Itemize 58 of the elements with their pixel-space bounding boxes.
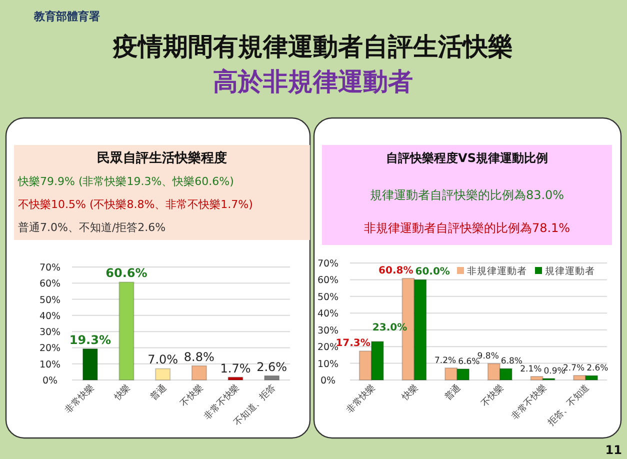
data-label: 2.1% [520, 364, 542, 374]
x-tick-label: 非常快樂 [344, 382, 378, 416]
y-tick-label: 40% [39, 310, 61, 322]
y-tick-label: 10% [39, 359, 61, 370]
data-label: 0.9% [544, 366, 566, 376]
data-label: 60.6% [106, 266, 148, 280]
data-label: 7.0% [148, 352, 178, 367]
data-label: 60.0% [415, 266, 450, 278]
legend-label: 非規律運動者 [467, 265, 527, 277]
data-label: 2.6% [256, 360, 288, 374]
x-tick-label: 快樂 [111, 382, 133, 404]
data-label: 1.7% [220, 361, 251, 376]
y-tick-label: 30% [317, 325, 339, 336]
bar [264, 375, 280, 380]
bar [118, 282, 134, 380]
bar [82, 348, 98, 380]
y-tick-label: 30% [39, 327, 61, 338]
x-tick-label: 快樂 [399, 382, 420, 404]
data-label: 7.2% [434, 356, 456, 366]
data-label: 6.8% [500, 356, 523, 367]
text: 11 [605, 443, 622, 457]
text: 民眾自評生活快樂程度 [97, 150, 227, 166]
y-tick-label: 70% [317, 258, 339, 270]
y-tick-label: 0% [320, 376, 336, 386]
text: 自評快樂程度VS規律運動比例 [386, 151, 548, 165]
data-label: 19.3% [69, 332, 111, 347]
text: 規律運動者自評快樂的比例為83.0% [370, 188, 564, 202]
x-tick-label: 普通 [148, 382, 169, 403]
data-label: 9.8% [477, 352, 499, 362]
text: 普通7.0%、不知道/拒答2.6% [18, 221, 166, 234]
y-tick-label: 60% [39, 278, 61, 290]
text: 教育部體育署 [33, 10, 100, 23]
bar [155, 368, 171, 380]
chart-title: 疫情期間有規律運動者自評生活快樂 [112, 32, 513, 61]
y-tick-label: 20% [317, 342, 339, 354]
y-tick-label: 0% [42, 376, 58, 386]
y-tick-label: 60% [317, 275, 339, 286]
x-tick-label: 不快樂 [479, 382, 506, 410]
bar [228, 376, 244, 380]
x-tick-label: 普通 [442, 382, 464, 403]
y-tick-label: 10% [317, 358, 339, 370]
y-tick-label: 70% [39, 262, 61, 274]
y-tick-label: 20% [39, 343, 61, 354]
data-label: 6.6% [458, 356, 480, 367]
x-tick-label: 不快樂 [178, 382, 206, 410]
text: 非規律運動者自評快樂的比例為78.1% [364, 221, 570, 235]
data-label: 60.8% [378, 265, 414, 276]
x-tick-label: 非常快樂 [63, 382, 96, 416]
text: 不快樂10.5% (不快樂8.8%、非常不快樂1.7%) [18, 198, 253, 211]
y-tick-label: 50% [39, 294, 61, 306]
y-tick-label: 50% [317, 292, 339, 303]
legend-label: 規律運動者 [545, 265, 595, 277]
bar [191, 365, 207, 380]
y-tick-label: 40% [317, 308, 339, 320]
text: 快樂79.9% (非常快樂19.3%、快樂60.6%) [17, 175, 234, 188]
chart-subtitle: 高於非規律運動者 [213, 67, 413, 96]
data-label: 2.6% [586, 364, 608, 374]
data-label: 8.8% [184, 350, 214, 364]
